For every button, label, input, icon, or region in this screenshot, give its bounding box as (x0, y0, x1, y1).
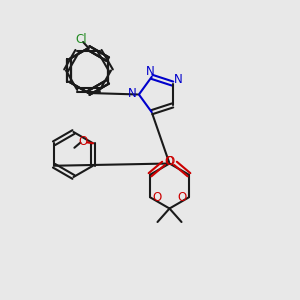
Text: N: N (174, 74, 182, 86)
Text: O: O (178, 191, 187, 204)
Text: Cl: Cl (75, 33, 87, 46)
Text: N: N (146, 65, 154, 78)
Text: N: N (128, 87, 137, 101)
Text: O: O (166, 155, 175, 168)
Text: O: O (79, 135, 88, 148)
Text: O: O (164, 155, 173, 168)
Text: O: O (152, 191, 161, 204)
